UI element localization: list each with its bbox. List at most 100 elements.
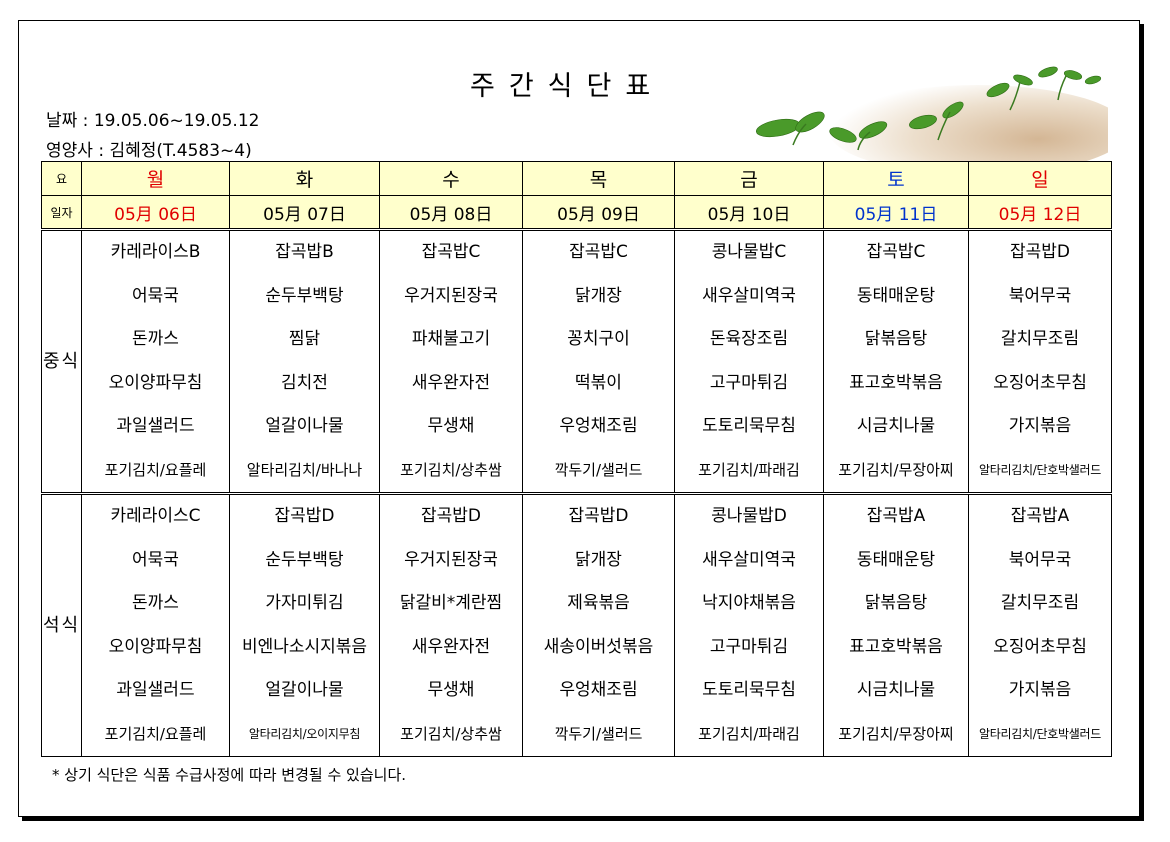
menu-item: 포기김치/무장아찌: [838, 460, 954, 479]
menu-item: 과일샐러드: [116, 680, 195, 700]
menu-item: 동태매운탕: [856, 285, 936, 306]
menu-item: 고구마튀김: [709, 636, 789, 657]
date-fri: 05月 10日: [674, 195, 824, 231]
menu-item: 오이양파무침: [108, 636, 203, 657]
menu-item-list: 콩나물밥D 새우살미역국 낙지야채볶음 고구마튀김 도토리묵무침 포기김치/파래김: [676, 497, 823, 756]
weekday-sat: 토: [823, 161, 969, 196]
page-title: 주간식단표: [470, 71, 665, 102]
menu-item: 어묵국: [132, 285, 179, 306]
menu-item: 동태매운탕: [856, 549, 936, 570]
menu-item: 시금치나물: [856, 680, 936, 700]
menu-item: 가자미튀김: [265, 593, 344, 613]
menu-item: 알타리김치/단호박샐러드: [979, 726, 1101, 741]
menu-item: 우엉채조림: [559, 680, 638, 700]
date-wed: 05月 08日: [379, 195, 523, 231]
menu-item: 포기김치/요플레: [104, 460, 207, 479]
menu-item: 잡곡밥D: [274, 506, 335, 526]
menu-item: 가지볶음: [1008, 416, 1072, 436]
menu-item: 새우완자전: [411, 636, 491, 657]
menu-item: 표고호박볶음: [849, 372, 943, 393]
lunch-cell: 잡곡밥D 북어무국 갈치무조림 오징어초무침 가지볶음 알타리김치/단호박샐러드: [968, 229, 1112, 494]
menu-item: 오징어초무침: [993, 372, 1087, 393]
menu-item: 포기김치/요플레: [104, 724, 207, 743]
menu-item: 돈육장조림: [709, 329, 789, 349]
menu-item: 얼갈이나물: [265, 416, 344, 436]
dinner-row: 석식 카레라이스C 어묵국 돈까스 오이양파무침 과일샐러드 포기김치/요플레 잡곡밥D 순…: [41, 492, 1112, 757]
menu-item: 얼갈이나물: [265, 680, 344, 700]
dinner-cell: 잡곡밥A 동태매운탕 닭볶음탕 표고호박볶음 시금치나물 포기김치/무장아찌: [823, 492, 969, 757]
lunch-cell: 잡곡밥C 우거지된장국 파채불고기 새우완자전 무생채 포기김치/상추쌈: [379, 229, 523, 494]
weekday-header-row: 요 월 화 수 목 금 토 일: [41, 161, 1112, 196]
menu-item: 카레라이스C: [110, 506, 201, 526]
menu-item-list: 잡곡밥C 닭개장 꽁치구이 떡볶이 우엉채조림 깍두기/샐러드: [524, 231, 674, 492]
menu-item: 돈까스: [132, 593, 179, 613]
menu-item: 잡곡밥A: [1010, 506, 1070, 526]
menu-item: 깍두기/샐러드: [554, 460, 643, 479]
date-thu: 05月 09日: [522, 195, 675, 231]
dinner-cell: 잡곡밥D 닭개장 제육볶음 새송이버섯볶음 우엉채조림 깍두기/샐러드: [522, 492, 675, 757]
menu-item: 닭개장: [575, 285, 622, 306]
date-header-row: 일자 05月 06日 05月 07日 05月 08日 05月 09日 05月 1…: [41, 195, 1112, 231]
menu-item: 도토리묵무침: [702, 416, 796, 436]
menu-item: 포기김치/파래김: [698, 460, 800, 479]
menu-item: 북어무국: [1008, 549, 1072, 570]
date-mon: 05月 06日: [81, 195, 230, 231]
menu-item: 잡곡밥B: [275, 242, 334, 262]
lunch-cell: 잡곡밥C 닭개장 꽁치구이 떡볶이 우엉채조림 깍두기/샐러드: [522, 229, 675, 494]
menu-item: 닭볶음탕: [864, 329, 928, 349]
menu-item: 표고호박볶음: [849, 636, 943, 657]
menu-item: 새우완자전: [411, 372, 491, 393]
date-sun: 05月 12日: [968, 195, 1112, 231]
menu-item: 무생채: [427, 416, 475, 436]
date-tue: 05月 07日: [229, 195, 380, 231]
menu-item: 잡곡밥C: [866, 242, 926, 262]
menu-item: 새송이버섯볶음: [543, 636, 654, 657]
menu-item: 찜닭: [288, 329, 321, 349]
footnote: * 상기 식단은 식품 수급사정에 따라 변경될 수 있습니다.: [52, 766, 407, 784]
menu-item: 카레라이스B: [110, 242, 201, 262]
menu-item: 떡볶이: [575, 372, 622, 393]
lunch-cell: 콩나물밥C 새우살미역국 돈육장조림 고구마튀김 도토리묵무침 포기김치/파래김: [674, 229, 824, 494]
weekday-mon: 월: [81, 161, 230, 196]
menu-item: 잡곡밥D: [420, 506, 481, 526]
menu-item: 잡곡밥D: [568, 506, 629, 526]
menu-item: 비엔나소시지볶음: [241, 636, 368, 657]
dinner-label: 석식: [41, 492, 82, 757]
dinner-cell: 잡곡밥D 우거지된장국 닭갈비*계란찜 새우완자전 무생채 포기김치/상추쌈: [379, 492, 523, 757]
menu-item: 과일샐러드: [116, 416, 195, 436]
menu-item: 닭개장: [575, 549, 622, 570]
menu-item-list: 잡곡밥D 닭개장 제육볶음 새송이버섯볶음 우엉채조림 깍두기/샐러드: [524, 497, 674, 756]
menu-item-list: 잡곡밥D 순두부백탕 가자미튀김 비엔나소시지볶음 얼갈이나물 알타리김치/오이지무침: [231, 497, 379, 756]
menu-item: 김치전: [281, 372, 328, 393]
sprout-illustration: [755, 66, 1108, 168]
menu-item: 우거지된장국: [404, 285, 498, 306]
menu-item: 포기김치/파래김: [698, 724, 800, 743]
menu-item: 새우살미역국: [702, 285, 796, 306]
menu-item-list: 카레라이스B 어묵국 돈까스 오이양파무침 과일샐러드 포기김치/요플레: [83, 231, 229, 492]
menu-item: 포기김치/상추쌈: [400, 724, 502, 743]
menu-item: 우엉채조림: [559, 416, 638, 436]
menu-item: 무생채: [427, 680, 475, 700]
date-range: 날짜 : 19.05.06~19.05.12: [46, 111, 260, 131]
menu-item: 잡곡밥D: [1009, 242, 1070, 262]
dietitian-info: 영양사 : 김혜정(T.4583~4): [46, 141, 252, 161]
menu-item: 포기김치/무장아찌: [838, 724, 954, 743]
menu-item: 어묵국: [132, 549, 179, 570]
menu-item-list: 콩나물밥C 새우살미역국 돈육장조림 고구마튀김 도토리묵무침 포기김치/파래김: [676, 231, 823, 492]
menu-item: 순두부백탕: [265, 285, 344, 306]
menu-item: 알타리김치/바나나: [246, 460, 363, 479]
date-label: 일자: [41, 195, 82, 231]
lunch-row: 중식 카레라이스B 어묵국 돈까스 오이양파무침 과일샐러드 포기김치/요플레 잡곡밥B 순…: [41, 229, 1112, 494]
menu-item: 닭갈비*계란찜: [399, 593, 503, 613]
menu-item: 포기김치/상추쌈: [400, 460, 502, 479]
weekday-thu: 목: [522, 161, 675, 196]
menu-item-list: 잡곡밥D 우거지된장국 닭갈비*계란찜 새우완자전 무생채 포기김치/상추쌈: [381, 497, 522, 756]
weekday-label: 요: [41, 161, 82, 196]
menu-item-list: 잡곡밥A 북어무국 갈치무조림 오징어초무침 가지볶음 알타리김치/단호박샐러드: [970, 497, 1111, 756]
menu-item: 오이양파무침: [108, 372, 203, 393]
menu-item: 잡곡밥A: [866, 506, 926, 526]
menu-item: 깍두기/샐러드: [554, 724, 643, 743]
